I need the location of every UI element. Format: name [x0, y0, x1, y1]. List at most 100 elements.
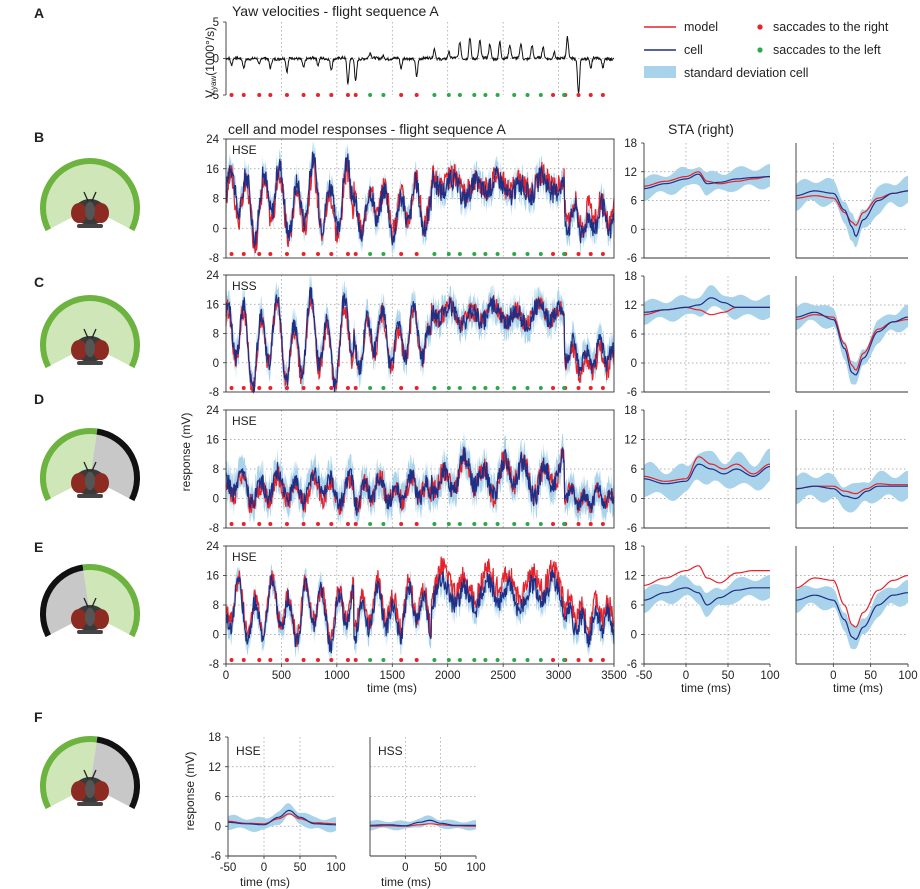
sta-d-sta-right-sd-band — [796, 470, 908, 513]
yaw-saccade-right-14 — [576, 93, 581, 97]
sta-b-sta-left-ytick-label-4: 18 — [624, 138, 637, 150]
yaw-axis-label-unit: (1000°/s) — [203, 27, 217, 76]
resp-d-saccade-right-8 — [345, 522, 350, 526]
resp-b-saccade-left-6 — [483, 252, 488, 256]
sta-e-sta-right-xtick-label-2: 100 — [898, 670, 917, 682]
sta-e-sta-left-sd-band — [644, 574, 770, 617]
resp-e-xtick-label-7: 3500 — [601, 670, 627, 682]
yaw-axis-label: Vyaw(1000°/s) — [203, 27, 218, 98]
resp-c-saccade-right-2 — [257, 386, 262, 390]
fly-rim-green — [39, 428, 98, 502]
sta-e-sta-right-cell-line — [795, 592, 909, 640]
resp-b-saccade-right-6 — [316, 252, 321, 256]
resp-c-saccade-left-9 — [525, 386, 530, 390]
resp-e-xtick-label-1: 500 — [272, 670, 291, 682]
sta-d-sta-left-model-line — [644, 456, 771, 482]
resp-d-saccade-right-3 — [268, 522, 273, 526]
resp-e-saccade-right-14 — [576, 658, 581, 662]
yaw-saccade-left-10 — [538, 93, 543, 97]
resp-c-saccade-right-14 — [576, 386, 581, 390]
resp-e-ytick-label-0: -8 — [209, 659, 219, 671]
sta-c-sta-left-ytick-label-0: -6 — [627, 387, 637, 399]
legend-saccade-right-label: saccades to the right — [773, 20, 889, 34]
resp-c-saccade-left-5 — [472, 386, 477, 390]
resp-e-ytick-label-2: 8 — [213, 600, 219, 612]
yaw-saccade-right-2 — [257, 93, 262, 97]
fly-c — [40, 295, 140, 369]
resp-b-saccade-left-11 — [562, 252, 567, 256]
sta-c-sta-left-ytick-label-2: 6 — [631, 329, 637, 341]
resp-b-saccade-right-8 — [345, 252, 350, 256]
resp-d-saccade-right-9 — [353, 522, 358, 526]
resp-e-xtick-label-4: 2000 — [435, 670, 461, 682]
resp-e-saccade-right-4 — [284, 658, 289, 662]
resp-d-saccade-left-2 — [432, 522, 437, 526]
sta-c-sta-left-cell-line — [643, 297, 770, 313]
fly-eye-left — [71, 340, 87, 360]
sta-c-sta-right-sd-band — [796, 302, 908, 385]
resp-b-saccade-left-9 — [525, 252, 530, 256]
legend-sd-swatch — [644, 66, 676, 78]
fly-b — [40, 158, 140, 232]
resp-d-saccade-right-2 — [257, 522, 262, 526]
sta-f-sta-left-hse-ytick-label-0: -6 — [211, 851, 221, 863]
sta-f-sta-left-hse-ytick-label-3: 12 — [208, 762, 221, 774]
resp-e-saccade-left-4 — [457, 658, 462, 662]
yaw-saccade-left-9 — [525, 93, 530, 97]
fly-field-green — [45, 299, 135, 366]
resp-e-saccade-right-7 — [329, 658, 334, 662]
resp-e-saccade-right-16 — [600, 658, 605, 662]
resp-c-ytick-label-1: 0 — [213, 358, 219, 370]
resp-e-ytick-label-1: 0 — [213, 630, 219, 642]
sta-f-sta-left-hss-cell-label: HSS — [378, 744, 403, 758]
sta-b-sta-left-sd-band — [644, 164, 770, 202]
fly-field-green — [45, 162, 135, 229]
sta-f-sta-left-hse-xtick-label-2: 50 — [294, 862, 307, 874]
resp-b-saccade-left-5 — [472, 252, 477, 256]
yaw-saccade-left-7 — [495, 93, 500, 97]
sta-f-sta-left-hse-xtick-label-0: -50 — [220, 862, 237, 874]
fly-rim-blocked — [96, 736, 141, 810]
fly-thorax — [77, 630, 103, 634]
resp-e-saccade-left-9 — [525, 658, 530, 662]
resp-b-saccade-right-12 — [551, 252, 556, 256]
resp-e-saccade-right-0 — [229, 658, 234, 662]
resp-e-saccade-right-12 — [551, 658, 556, 662]
resp-c-saccade-left-2 — [432, 386, 437, 390]
fly-face — [85, 472, 95, 490]
resp-e-saccade-left-1 — [381, 658, 386, 662]
resp-d-saccade-right-10 — [399, 522, 404, 526]
sta-d-sta-left-ytick-label-1: 0 — [631, 494, 637, 506]
resp-e-xtick-label-0: 0 — [223, 670, 229, 682]
resp-e-saccade-left-3 — [446, 658, 451, 662]
resp-b-saccade-right-7 — [329, 252, 334, 256]
fly-rim-blocked — [96, 428, 141, 502]
resp-d-saccade-right-4 — [284, 522, 289, 526]
resp-e-saccade-left-10 — [538, 658, 543, 662]
sta-c-sta-left-ytick-label-1: 0 — [631, 358, 637, 370]
yaw-saccade-right-3 — [268, 93, 273, 97]
sta-e-sta-left-ytick-label-2: 6 — [631, 600, 637, 612]
yaw-saccade-right-7 — [329, 93, 334, 97]
resp-b-saccade-left-2 — [432, 252, 437, 256]
yaw-saccade-left-2 — [432, 93, 437, 97]
fly-rim-green — [40, 295, 140, 369]
resp-e-saccade-right-9 — [353, 658, 358, 662]
sta-d-sta-left-cell-line — [643, 463, 771, 485]
resp-b-saccade-left-1 — [381, 252, 386, 256]
resp-b-saccade-left-7 — [495, 252, 500, 256]
fly-eye-left — [71, 781, 87, 801]
resp-b-ytick-label-3: 16 — [206, 164, 219, 176]
sta-e-sta-left-cell-line — [643, 587, 770, 606]
resp-b-saccade-left-10 — [538, 252, 543, 256]
resp-d-saccade-left-4 — [457, 522, 462, 526]
time-axis-label-sta-left: time (ms) — [681, 681, 731, 695]
resp-e-saccade-left-8 — [512, 658, 517, 662]
panel-letter-a: A — [34, 5, 44, 21]
sta-b-sta-left-ytick-label-2: 6 — [631, 196, 637, 208]
resp-c-saccade-right-16 — [600, 386, 605, 390]
resp-e-xtick-label-2: 1000 — [324, 670, 350, 682]
sta-e-sta-left-ytick-label-1: 0 — [631, 630, 637, 642]
resp-d-cell-label: HSE — [232, 414, 257, 428]
fly-antennae — [83, 769, 97, 780]
